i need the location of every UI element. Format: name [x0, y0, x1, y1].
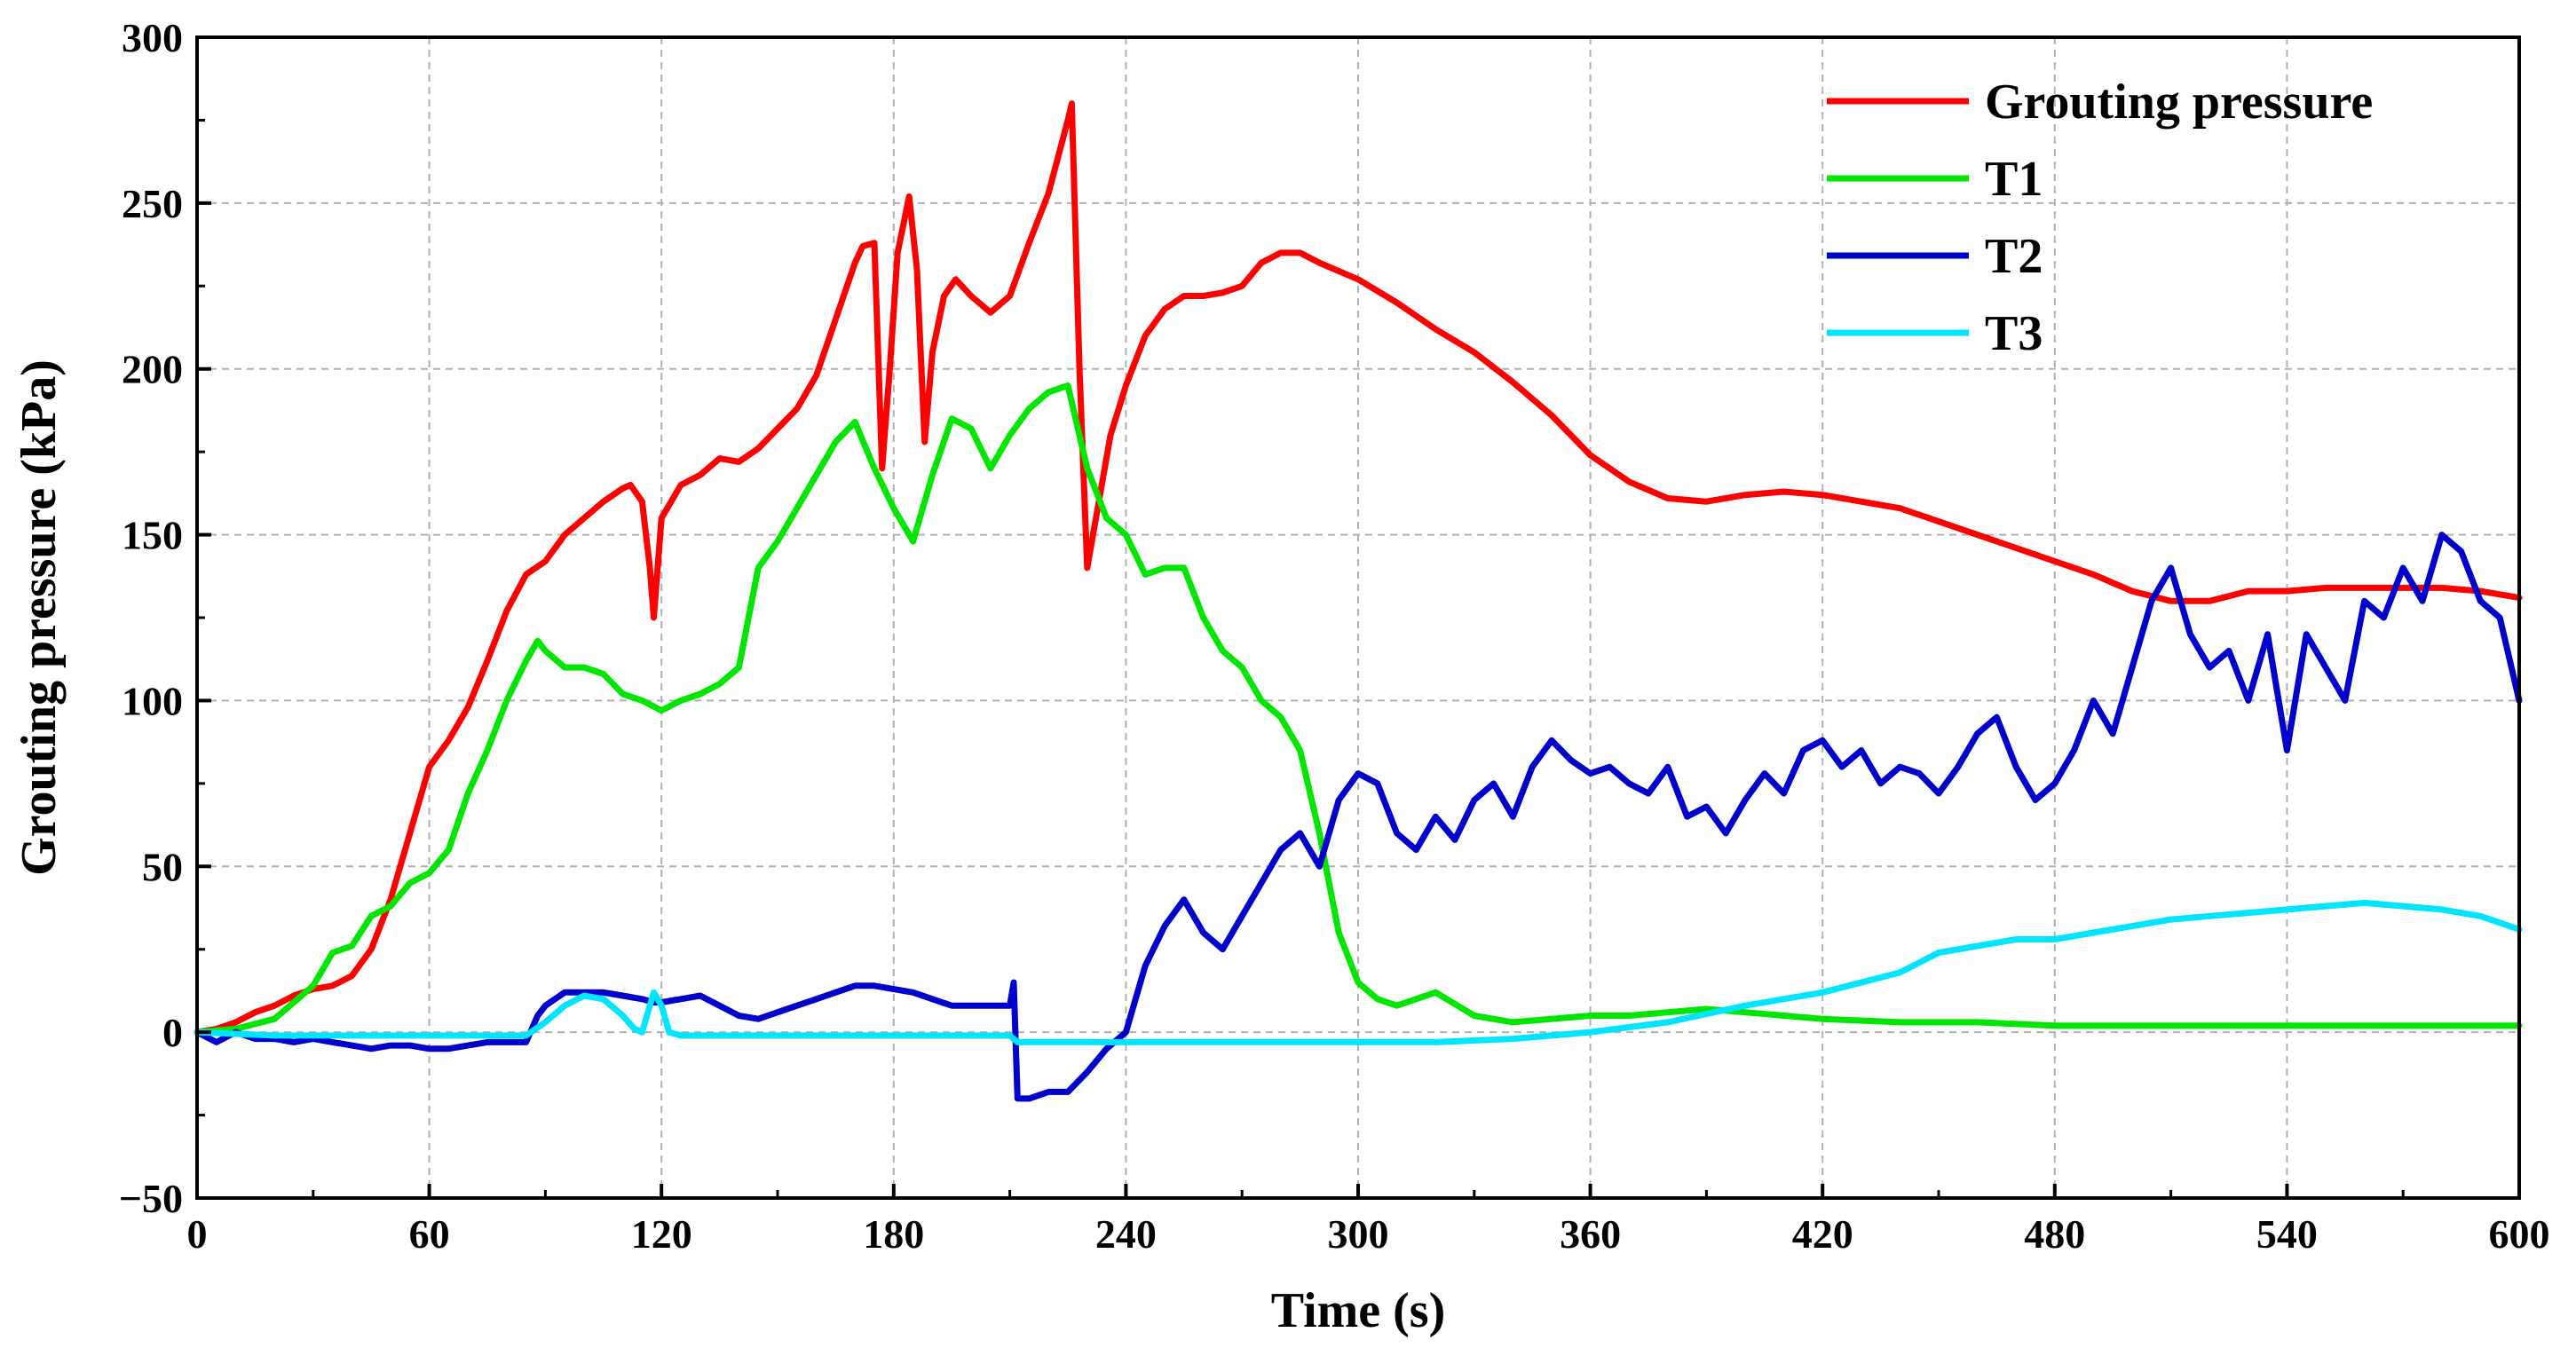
x-tick-label: 540 [2256, 1211, 2318, 1257]
tick-labels: 0 60 120 180 240 300 360 420 480 540 600−500501001… [119, 15, 2550, 1257]
y-tick-label: 300 [122, 15, 183, 60]
y-tick-label: −50 [119, 1176, 183, 1221]
y-tick-label: 200 [122, 347, 183, 392]
x-tick-label: 300 [1328, 1211, 1389, 1257]
x-tick-label: 180 [863, 1211, 924, 1257]
series-lines [194, 100, 2523, 1102]
legend-label: T1 [1985, 152, 2043, 207]
series-line-t3 [194, 899, 2523, 1045]
grid-lines [197, 37, 2519, 1198]
y-tick-label: 50 [142, 844, 183, 889]
legend-label: T2 [1985, 229, 2043, 284]
x-tick-label: 120 [631, 1211, 692, 1257]
x-tick-label: 240 [1095, 1211, 1157, 1257]
y-tick-label: 0 [162, 1010, 183, 1055]
y-tick-label: 150 [122, 513, 183, 558]
x-tick-label: 480 [2024, 1211, 2085, 1257]
axis-ticks [195, 35, 2521, 1200]
x-tick-label: 60 [409, 1211, 450, 1257]
series-line-grouting-pressure [194, 100, 2523, 1036]
x-axis-title: Time (s) [1271, 1283, 1446, 1338]
series-line-t1 [194, 382, 2523, 1036]
x-tick-label: 0 [187, 1211, 208, 1257]
legend: Grouting pressure T1 T2 T3 [1827, 75, 2373, 361]
x-tick-label: 420 [1792, 1211, 1853, 1257]
y-axis-title: Grouting pressure (kPa) [12, 359, 67, 876]
y-tick-label: 100 [122, 678, 183, 723]
x-tick-label: 360 [1560, 1211, 1621, 1257]
legend-label: Grouting pressure [1985, 75, 2373, 130]
y-tick-label: 250 [122, 181, 183, 226]
series-line-t2 [194, 532, 2523, 1102]
x-tick-label: 600 [2489, 1211, 2550, 1257]
legend-label: T3 [1985, 306, 2043, 361]
